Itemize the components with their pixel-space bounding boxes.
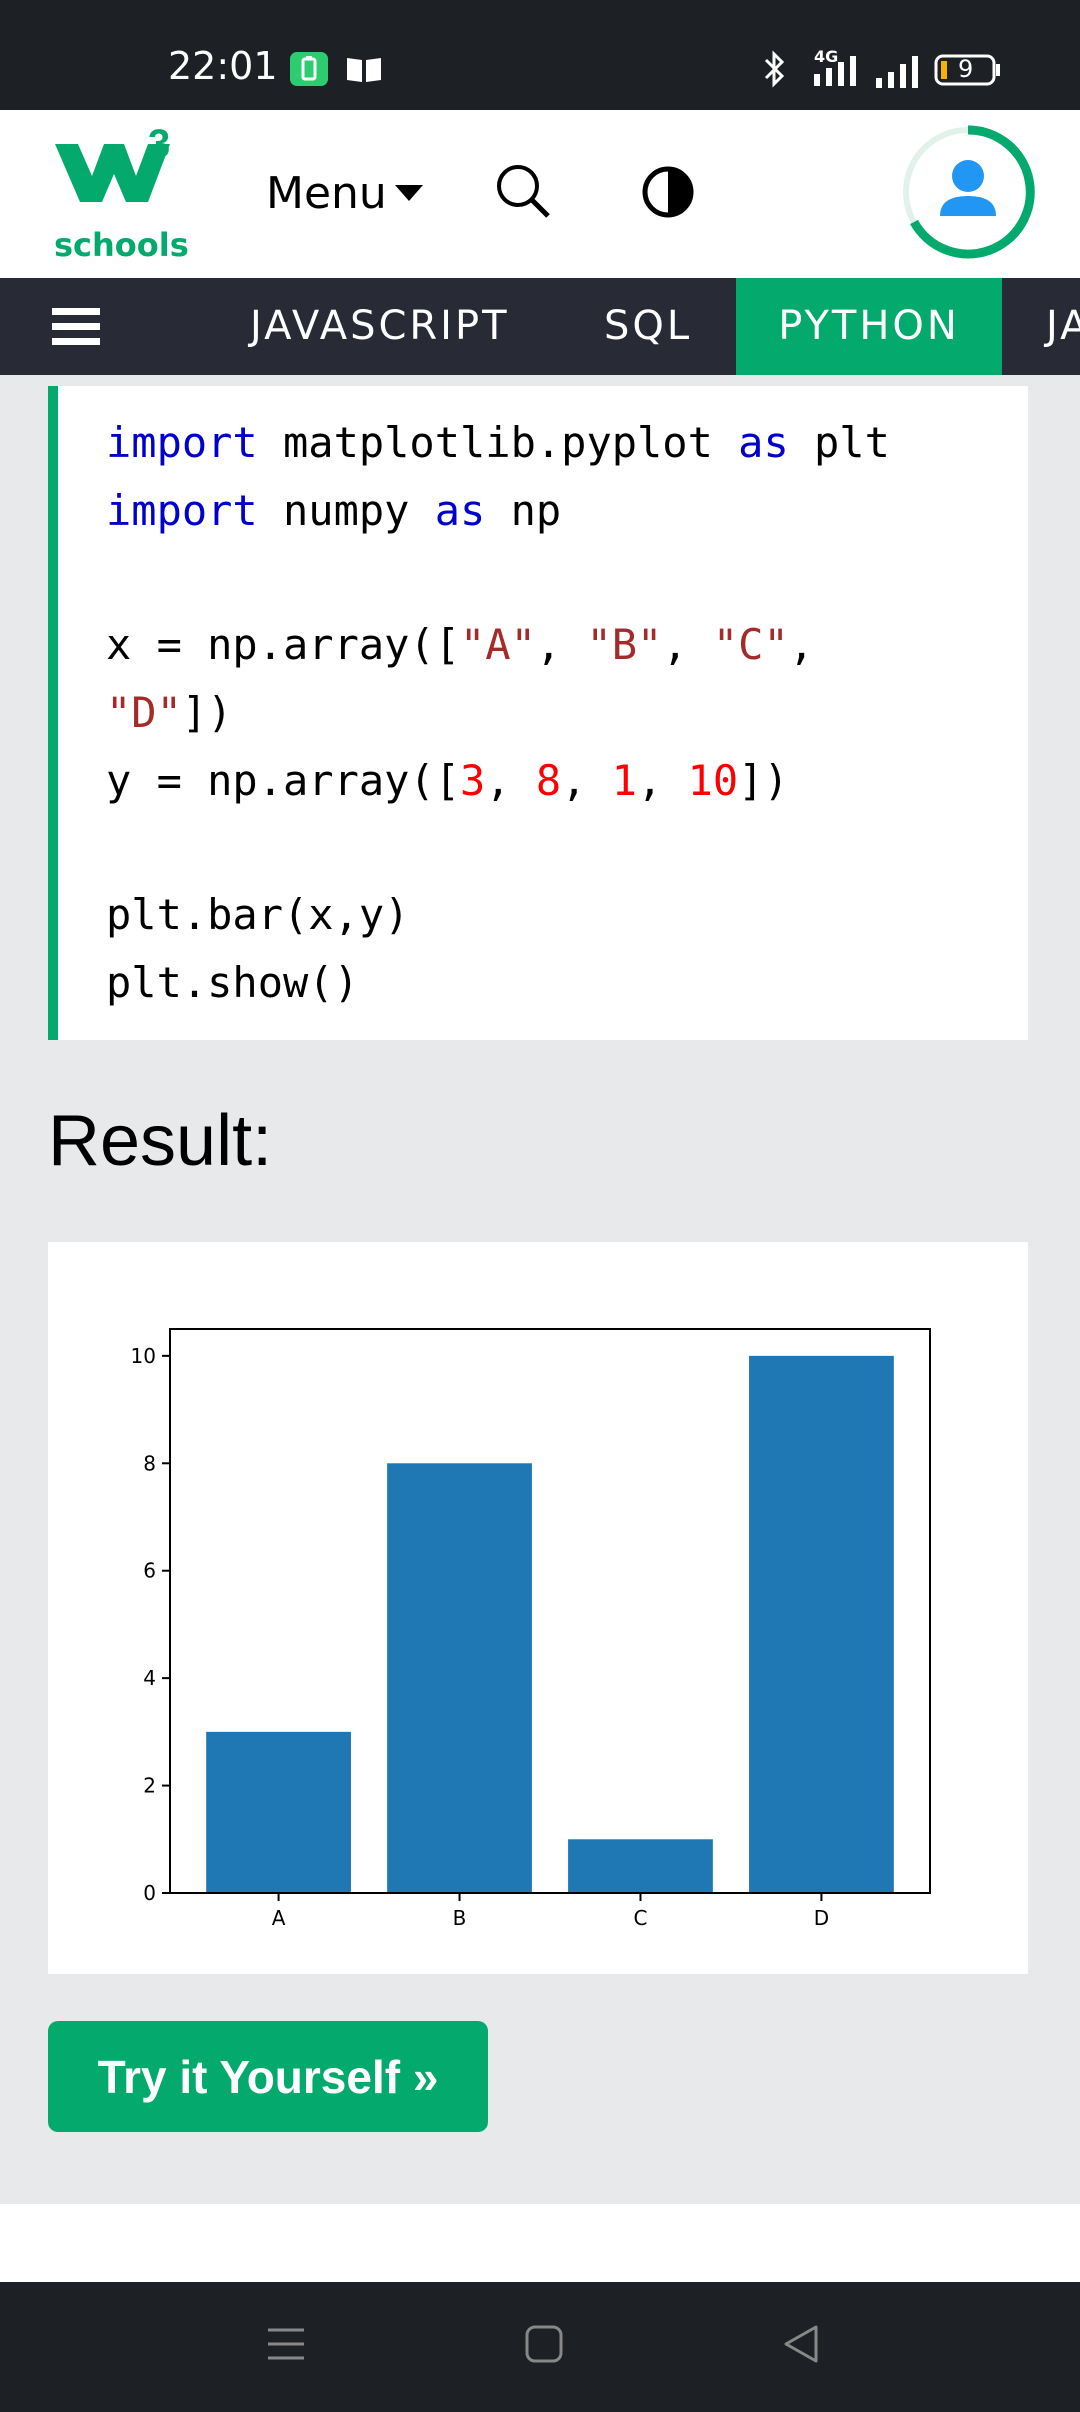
battery-saver-icon — [290, 52, 328, 91]
status-time: 22:01 — [168, 44, 278, 88]
contrast-toggle-icon[interactable] — [640, 164, 696, 225]
hamburger-menu-icon[interactable] — [52, 306, 100, 353]
menu-label: Menu — [266, 168, 387, 219]
code-line: x = np.array(["A", "B", "C", — [106, 620, 815, 669]
battery-icon — [934, 54, 1002, 91]
w3-logo-mark — [55, 144, 170, 202]
w3schools-logo[interactable]: 3 schools — [50, 122, 189, 264]
y-tick-label: 4 — [143, 1666, 156, 1690]
bar-D — [749, 1355, 894, 1893]
caret-down-icon — [394, 184, 423, 201]
x-tick-label: C — [633, 1906, 647, 1930]
code-line: import matplotlib.pyplot as plt — [106, 418, 890, 467]
logo-text: schools — [54, 226, 189, 264]
topic-navbar: JAVASCRIPT SQL PYTHON JA — [0, 278, 1080, 375]
system-navigation-bar — [0, 2282, 1080, 2412]
y-tick-label: 0 — [143, 1881, 156, 1905]
search-icon[interactable] — [494, 162, 554, 227]
y-tick-label: 2 — [143, 1774, 156, 1798]
nav-item-python[interactable]: PYTHON — [736, 278, 1002, 375]
code-example: import matplotlib.pyplot as plt import n… — [48, 386, 1028, 1040]
bar-A — [206, 1731, 351, 1893]
try-it-yourself-button[interactable]: Try it Yourself » — [48, 2021, 488, 2132]
result-chart-container: 0 2 4 6 8 10 A B C D — [48, 1242, 1028, 1974]
code-line: import numpy as np — [106, 486, 562, 535]
y-tick-label: 10 — [131, 1344, 156, 1368]
bar-B — [387, 1463, 532, 1893]
back-icon[interactable] — [782, 2324, 822, 2369]
top-header: 3 schools Menu — [0, 110, 1080, 278]
result-heading: Result: — [48, 1101, 273, 1181]
y-tick-label: 8 — [143, 1451, 156, 1475]
reader-icon — [345, 54, 383, 89]
recent-apps-icon[interactable] — [266, 2324, 306, 2369]
code-line: plt.bar(x,y) — [106, 890, 410, 939]
bar-chart: 0 2 4 6 8 10 A B C D — [131, 1328, 931, 1930]
bluetooth-icon — [762, 50, 788, 93]
page-footer-strip — [0, 2204, 1080, 2282]
signal-icon — [874, 52, 922, 93]
code-line: "D"]) — [106, 688, 233, 737]
status-bar: 22:01 4G 9 — [0, 0, 1080, 110]
code-line: y = np.array([3, 8, 1, 10]) — [106, 756, 789, 805]
logo-superscript: 3 — [148, 122, 171, 166]
x-tick-label: A — [272, 1906, 286, 1930]
x-tick-label: B — [453, 1906, 467, 1930]
home-icon[interactable] — [524, 2324, 564, 2369]
battery-level: 9 — [958, 55, 974, 83]
nav-item-javascript[interactable]: JAVASCRIPT — [250, 303, 510, 349]
nav-item-java[interactable]: JA — [1046, 303, 1080, 349]
nav-item-sql[interactable]: SQL — [604, 303, 693, 349]
bar-C — [568, 1839, 713, 1893]
x-tick-label: D — [814, 1906, 829, 1930]
menu-button[interactable]: Menu — [266, 168, 423, 219]
code-line: plt.show() — [106, 958, 359, 1007]
signal-4g-icon: 4G — [800, 47, 868, 93]
network-label: 4G — [814, 48, 838, 66]
plot-frame — [169, 1328, 931, 1894]
user-avatar[interactable] — [900, 124, 1036, 265]
y-tick-label: 6 — [143, 1559, 156, 1583]
